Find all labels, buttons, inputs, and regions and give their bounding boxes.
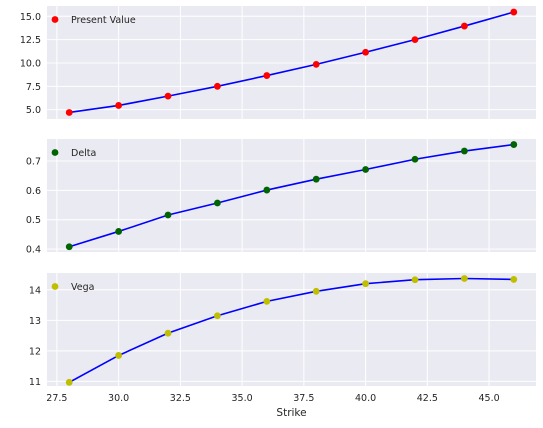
x-tick-label: 35.0 (232, 393, 253, 404)
present-value-y-tick-label: 15.0 (20, 12, 41, 23)
present-value-data-point (411, 36, 419, 44)
delta-y-tick-label: 0.7 (26, 157, 41, 168)
vega-data-point (510, 276, 518, 283)
x-tick-label: 37.5 (293, 393, 314, 404)
delta-data-point (164, 211, 172, 219)
vega-y-tick-label: 12 (29, 346, 41, 357)
delta-data-point (362, 166, 369, 173)
delta-legend-marker (51, 149, 59, 156)
vega-series-line (68, 277, 514, 384)
vega-data-point (214, 312, 221, 320)
delta-data-point (460, 147, 468, 155)
delta-data-point (214, 199, 221, 207)
delta-plot-area (47, 139, 536, 252)
delta-panel: 0.4 0.5 0.6 0.7 Delta (26, 139, 536, 256)
present-value-legend-marker (51, 16, 59, 23)
x-tick-label: 40.0 (355, 393, 376, 404)
vega-data-point (312, 287, 320, 295)
vega-data-point (263, 298, 271, 305)
vega-data-point (65, 378, 73, 386)
delta-y-tick-label: 0.4 (26, 245, 41, 256)
delta-y-tick-label: 0.5 (26, 215, 41, 226)
vega-legend: Vega (51, 282, 94, 293)
present-value-data-point (164, 92, 172, 100)
vega-plot-area (47, 273, 536, 386)
present-value-legend-label: Present Value (71, 15, 136, 26)
present-value-data-point (460, 22, 468, 30)
delta-data-point (263, 186, 271, 194)
x-tick-label: 27.5 (46, 393, 67, 404)
present-value-data-point (115, 102, 123, 109)
present-value-y-tick-label: 5.0 (26, 105, 41, 116)
vega-data-point (164, 329, 172, 337)
delta-data-point (115, 228, 123, 235)
present-value-legend: Present Value (51, 15, 136, 26)
vega-data-point (411, 276, 419, 284)
delta-series-line (68, 143, 514, 248)
present-value-data-point (214, 82, 221, 90)
x-tick-label: 32.5 (170, 393, 191, 404)
present-value-data-point (362, 48, 369, 56)
vega-y-tick-label: 13 (29, 316, 41, 327)
vega-legend-label: Vega (71, 282, 94, 293)
x-axis-label: Strike (276, 407, 306, 419)
vega-data-point (362, 280, 369, 288)
delta-y-tick-label: 0.6 (26, 186, 41, 197)
present-value-data-point (65, 109, 73, 116)
vega-legend-marker (51, 283, 59, 290)
delta-data-point (411, 155, 419, 163)
x-tick-label: 42.5 (417, 393, 438, 404)
x-tick-label: 45.0 (478, 393, 499, 404)
vega-y-tick-label: 11 (29, 377, 41, 388)
present-value-panel: 5.0 7.5 10.0 12.5 15.0 Present Value (20, 6, 536, 119)
delta-legend: Delta (51, 148, 96, 159)
vega-data-point (115, 352, 123, 359)
present-value-y-tick-label: 10.0 (20, 58, 41, 69)
present-value-y-tick-label: 7.5 (26, 82, 41, 93)
delta-legend-label: Delta (71, 148, 96, 159)
vega-y-tick-label: 14 (29, 285, 41, 296)
present-value-y-tick-label: 12.5 (20, 35, 41, 46)
present-value-series-line (69, 11, 514, 114)
vega-data-point (460, 275, 468, 282)
delta-data-point (510, 141, 518, 148)
delta-data-point (65, 243, 73, 251)
present-value-data-point (510, 8, 518, 16)
x-tick-label: 30.0 (108, 393, 129, 404)
vega-panel: 11 12 13 14 Vega 27.5 30.0 32.5 35.0 37.5 40.0 42.5… (29, 273, 536, 419)
present-value-data-point (312, 60, 320, 68)
present-value-data-point (263, 72, 271, 79)
delta-data-point (312, 175, 320, 183)
